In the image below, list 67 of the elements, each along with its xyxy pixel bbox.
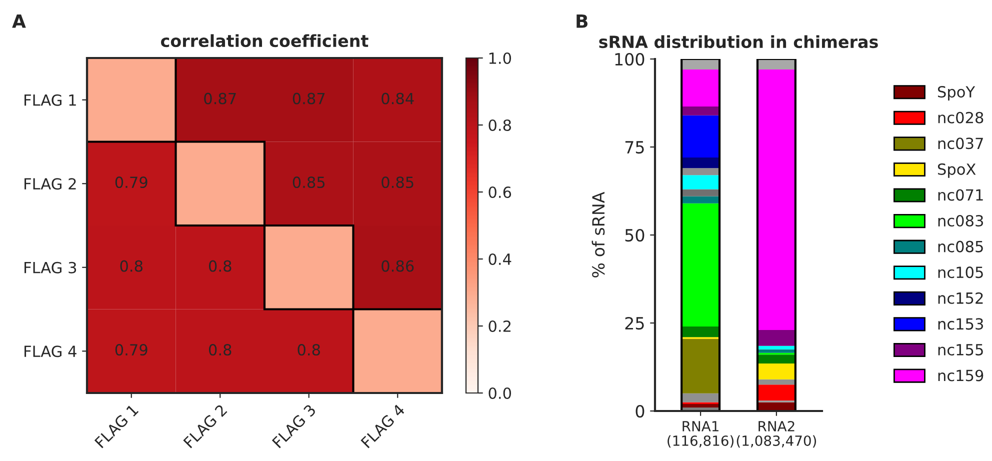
data-label: 0.8: [208, 344, 232, 356]
legend-label: nc105: [938, 266, 983, 278]
legend-label: nc159: [938, 370, 984, 382]
bar: [682, 115, 720, 158]
y-tick-label: 0: [636, 404, 644, 418]
x-tick-label: RNA1 (116,816): [668, 421, 734, 448]
bar: [757, 346, 796, 350]
bar: [682, 338, 720, 394]
bar: [757, 354, 796, 364]
y-tick-label: FLAG 4: [24, 346, 76, 358]
bar: [757, 363, 796, 380]
data-label: 0.86: [382, 260, 414, 272]
data-label: 0.84: [382, 92, 414, 104]
bar: [682, 168, 720, 176]
x-tick-label: RNA2 (1,083,470): [736, 420, 816, 448]
bar: [757, 330, 796, 346]
bar: [757, 70, 796, 330]
legend-label: nc028: [938, 112, 984, 124]
color-bar-label: 0.2: [488, 320, 510, 332]
y-tick-label: FLAG 3: [24, 262, 76, 274]
bar: [682, 175, 720, 190]
legend-label: nc083: [938, 214, 983, 227]
legend-label: SpoX: [938, 163, 976, 178]
y-tick-label: FLAG 2: [24, 178, 76, 190]
legend-label: nc155: [938, 344, 983, 356]
legend-label: nc037: [938, 138, 983, 150]
color-bar-label: 0.8: [488, 119, 511, 132]
data-label: 0.79: [115, 344, 148, 356]
bar: [682, 196, 720, 204]
data-label: 0.87: [204, 92, 236, 104]
color-bar-label: 0.0: [488, 387, 512, 400]
y-tick-label: 50: [625, 228, 644, 242]
bar: [682, 106, 720, 116]
data-label: 0.8: [208, 260, 232, 272]
legend-label: nc085: [938, 240, 983, 252]
y-tick-label: FLAG 1: [24, 94, 76, 106]
data-label: 0.87: [292, 92, 325, 104]
color-bar-label: 1.0: [489, 52, 512, 64]
y-tick-label: 100: [615, 52, 644, 66]
legend-label: nc152: [938, 292, 983, 304]
bar: [682, 158, 720, 168]
bar: [682, 203, 720, 327]
text: B: [576, 14, 588, 28]
bar: [682, 70, 720, 107]
legend-label: SpoY: [938, 86, 976, 101]
bar: [757, 349, 796, 353]
bar: [682, 189, 720, 196]
legend-label: nc071: [938, 189, 983, 201]
y-axis-title: % of sRNA: [592, 192, 605, 278]
data-label: 0.85: [292, 176, 325, 188]
chart-title: sRNA distribution in chimeras: [599, 35, 878, 48]
bar: [682, 393, 720, 402]
y-tick-label: 25: [625, 316, 644, 330]
chart-title: correlation coefficient: [161, 34, 368, 48]
bar: [757, 379, 796, 385]
y-tick-label: 75: [625, 141, 644, 154]
color-bar-label: 0.6: [488, 186, 512, 198]
data-label: 0.79: [115, 176, 148, 188]
data-label: 0.8: [120, 260, 142, 272]
data-label: 0.85: [382, 176, 414, 188]
color-bar-label: 0.4: [488, 253, 512, 266]
bar: [682, 404, 720, 408]
legend-label: nc153: [938, 318, 983, 330]
data-label: 0.8: [298, 344, 320, 356]
bar: [757, 384, 796, 400]
text: A: [12, 14, 26, 28]
bar: [682, 326, 720, 338]
